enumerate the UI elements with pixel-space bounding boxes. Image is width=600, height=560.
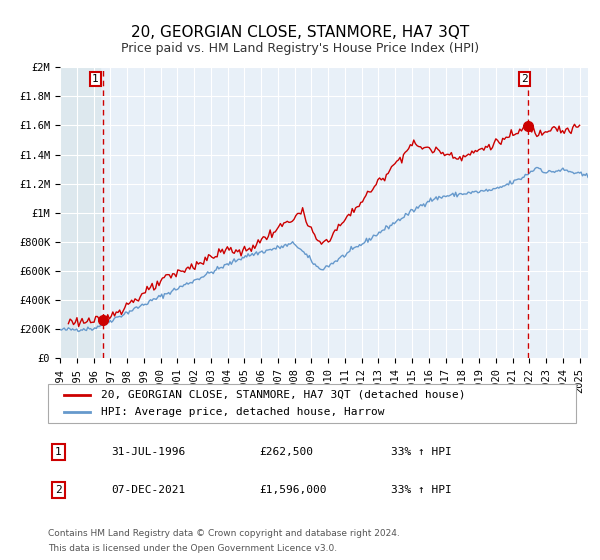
Text: Contains HM Land Registry data © Crown copyright and database right 2024.: Contains HM Land Registry data © Crown c… bbox=[48, 529, 400, 538]
Text: 33% ↑ HPI: 33% ↑ HPI bbox=[391, 485, 452, 495]
Text: 20, GEORGIAN CLOSE, STANMORE, HA7 3QT: 20, GEORGIAN CLOSE, STANMORE, HA7 3QT bbox=[131, 25, 469, 40]
Text: 20, GEORGIAN CLOSE, STANMORE, HA7 3QT (detached house): 20, GEORGIAN CLOSE, STANMORE, HA7 3QT (d… bbox=[101, 390, 466, 400]
Text: This data is licensed under the Open Government Licence v3.0.: This data is licensed under the Open Gov… bbox=[48, 544, 337, 553]
Text: 1: 1 bbox=[92, 74, 98, 84]
Text: 2: 2 bbox=[521, 74, 527, 84]
Text: £1,596,000: £1,596,000 bbox=[259, 485, 327, 495]
Text: 31-JUL-1996: 31-JUL-1996 bbox=[112, 447, 185, 457]
Text: 1: 1 bbox=[55, 447, 62, 457]
Text: HPI: Average price, detached house, Harrow: HPI: Average price, detached house, Harr… bbox=[101, 407, 385, 417]
Text: 07-DEC-2021: 07-DEC-2021 bbox=[112, 485, 185, 495]
Text: Price paid vs. HM Land Registry's House Price Index (HPI): Price paid vs. HM Land Registry's House … bbox=[121, 42, 479, 55]
Bar bbox=[60, 67, 100, 358]
Text: 2: 2 bbox=[55, 485, 62, 495]
Text: £262,500: £262,500 bbox=[259, 447, 313, 457]
FancyBboxPatch shape bbox=[48, 384, 576, 423]
Text: 33% ↑ HPI: 33% ↑ HPI bbox=[391, 447, 452, 457]
